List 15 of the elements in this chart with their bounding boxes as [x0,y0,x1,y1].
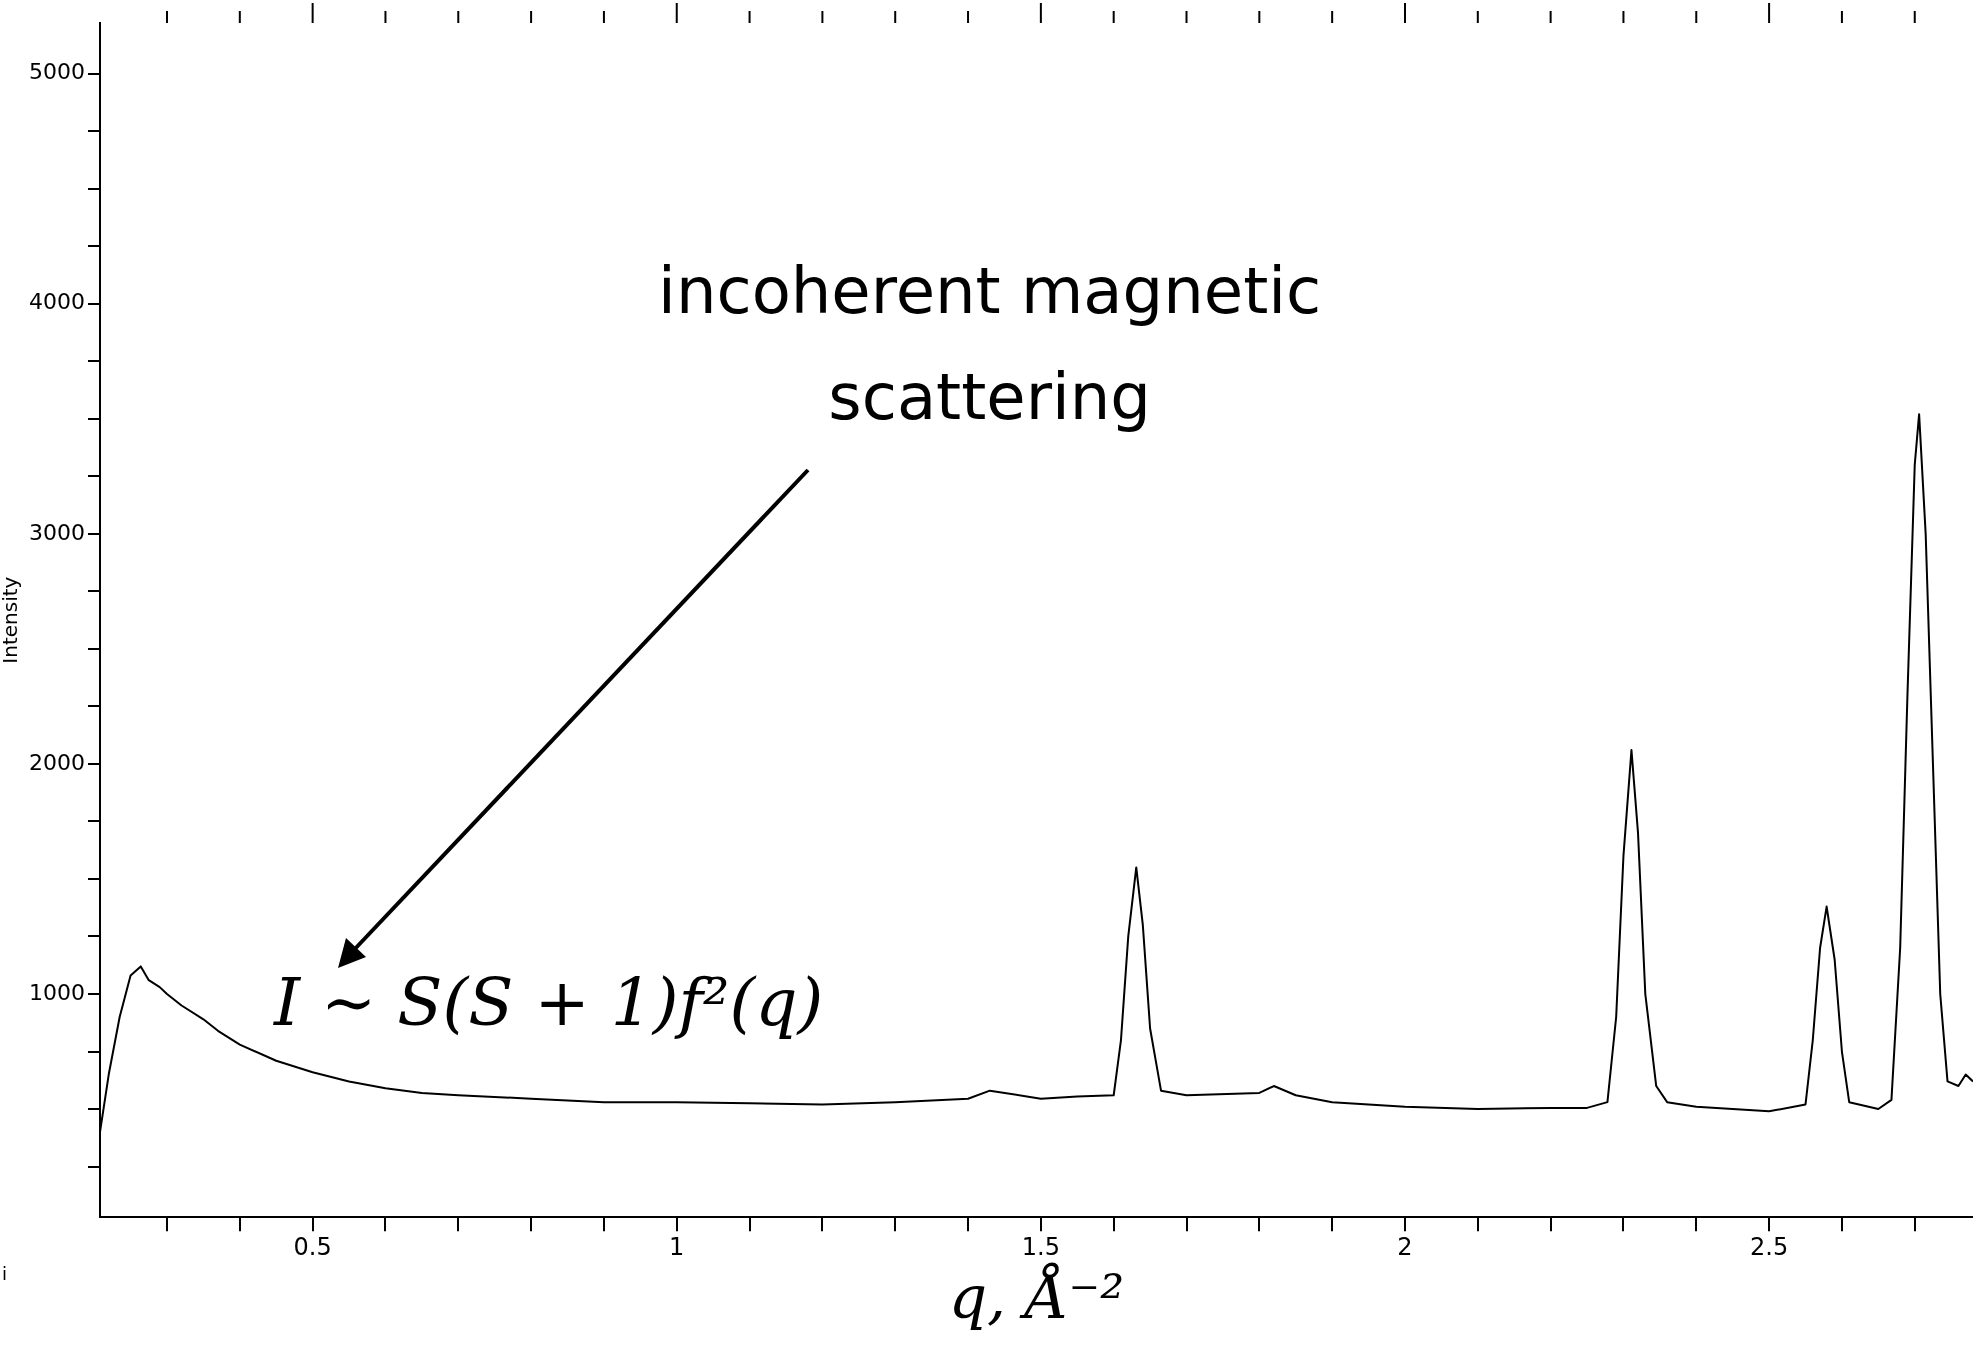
y-tick-label: 2000 [28,749,85,775]
y-tick-label: 1000 [28,979,85,1005]
y-tick-label: 4000 [28,289,85,315]
y-axis-title: Intensity [0,576,23,664]
x-tick-label: 2 [1397,1232,1413,1261]
x-tick-label: 1.5 [1021,1232,1060,1261]
annotation: I ∼ S(S + 1)f²(q) [273,964,824,1041]
x-axis-title: q, Å⁻² [948,1261,1125,1332]
x-tick-label: 0.5 [293,1232,332,1261]
annotation: incoherent magnetic scattering [658,254,1322,434]
text: i [2,1263,8,1284]
y-tick-label: 3000 [28,519,85,545]
x-tick-label: 1 [669,1232,685,1261]
x-tick-label: 2.5 [1750,1232,1789,1261]
y-tick-label: 5000 [28,59,85,85]
